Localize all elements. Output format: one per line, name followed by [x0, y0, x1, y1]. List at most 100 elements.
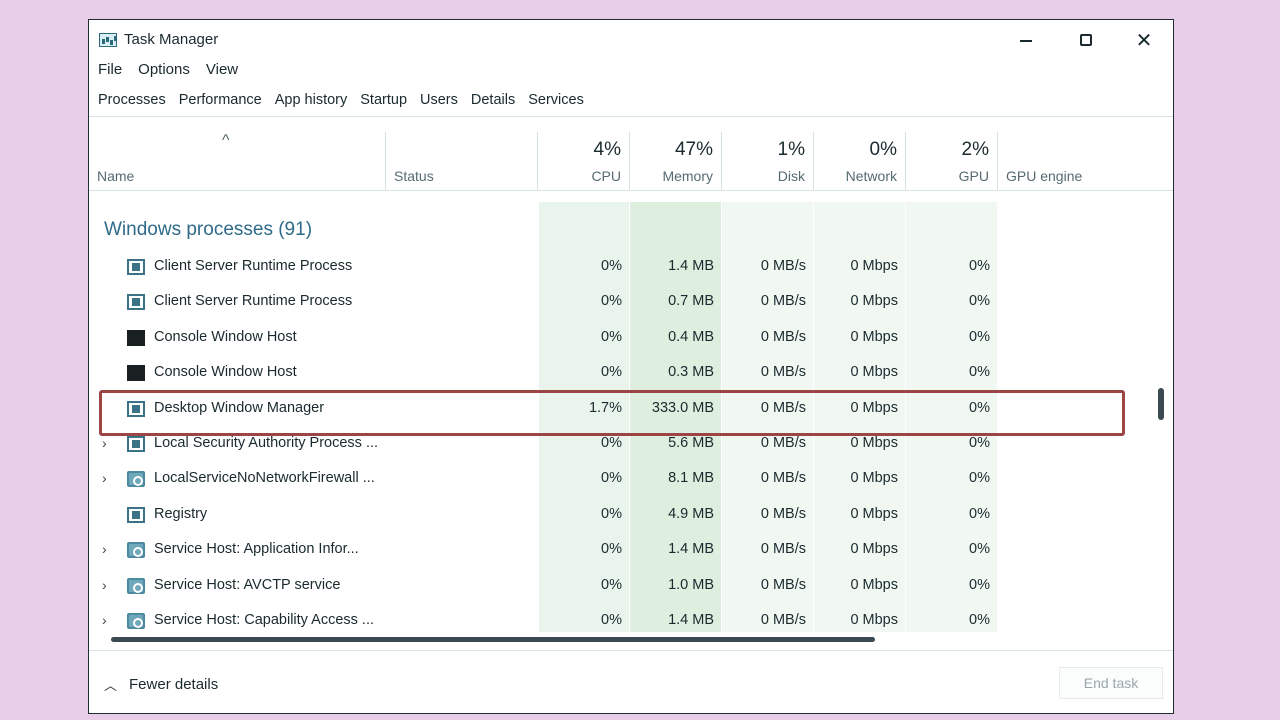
process-gpu: 0%	[969, 576, 990, 593]
menu-options[interactable]: Options	[138, 61, 190, 78]
process-row[interactable]: Console Window Host 0% 0.4 MB 0 MB/s 0 Mbps 0…	[89, 321, 1151, 356]
column-header-gpu-engine[interactable]: GPU engine	[998, 132, 1151, 190]
header-divider	[89, 190, 1173, 191]
chevron-right-icon[interactable]: ›	[102, 611, 107, 628]
network-total-percent: 0%	[869, 139, 897, 160]
gpu-column-heat	[906, 202, 997, 632]
process-gpu: 0%	[969, 293, 990, 310]
process-row[interactable]: › LocalServiceNoNetworkFirewall ... 0% 8.1 …	[89, 462, 1151, 497]
process-disk: 0 MB/s	[760, 258, 806, 274]
column-label-disk: Disk	[777, 168, 805, 184]
chevron-right-icon[interactable]: ›	[102, 576, 107, 593]
column-header-cpu[interactable]: 4% CPU	[538, 132, 630, 190]
process-memory: 0.3 MB	[668, 364, 714, 381]
process-list: Client Server Runtime Process 0% 1.4 MB 0 M…	[89, 250, 1151, 639]
service-gear-icon	[127, 542, 145, 559]
process-memory: 4.9 MB	[668, 505, 714, 522]
process-cpu: 1.7%	[588, 399, 622, 416]
menu-view[interactable]: View	[205, 61, 239, 78]
process-network: 0 Mbps	[850, 328, 898, 345]
process-memory: 1.0 MB	[668, 576, 714, 593]
process-memory: 1.4 MB	[668, 611, 714, 628]
column-header-gpu[interactable]: 2% GPU	[906, 132, 998, 190]
process-row[interactable]: › Service Host: Capability Access ... 0% 1.…	[89, 604, 1151, 639]
tab-processes[interactable]: Processes	[98, 92, 166, 108]
fewer-details-button[interactable]: ︿ Fewer details	[104, 675, 218, 694]
process-row[interactable]: › Service Host: Application Infor... 0% 1.4…	[89, 533, 1151, 568]
process-name: Local Security Authority Process ...	[154, 434, 379, 451]
process-gpu: 0%	[969, 399, 990, 416]
memory-total-percent: 47%	[674, 139, 713, 160]
process-disk: 0 MB/s	[760, 434, 806, 451]
tab-users[interactable]: Users	[420, 92, 458, 108]
process-gpu: 0%	[969, 364, 990, 381]
process-disk: 0 MB/s	[760, 611, 806, 628]
process-network: 0 Mbps	[850, 541, 898, 558]
column-header-status[interactable]: Status	[386, 132, 538, 190]
process-row[interactable]: › Local Security Authority Process ... 0% 5…	[89, 427, 1151, 462]
app-window-icon	[127, 400, 145, 417]
console-icon	[127, 329, 145, 346]
chevron-right-icon[interactable]: ›	[102, 470, 107, 487]
maximize-button[interactable]	[1063, 24, 1109, 56]
horizontal-scroll-thumb[interactable]	[111, 637, 875, 642]
column-header-disk[interactable]: 1% Disk	[722, 132, 814, 190]
chevron-right-icon[interactable]: ›	[102, 541, 107, 558]
tab-app-history[interactable]: App history	[274, 92, 348, 108]
process-memory: 1.4 MB	[668, 541, 714, 558]
process-row[interactable]: Desktop Window Manager 1.7% 333.0 MB 0 MB/s…	[89, 392, 1151, 427]
column-header-row: ^ Name Status 4% CPU 47% Memory 1% Disk …	[89, 132, 1173, 190]
process-row[interactable]: Registry 0% 4.9 MB 0 MB/s 0 Mbps 0%	[89, 498, 1151, 533]
process-gpu: 0%	[969, 434, 990, 451]
process-cpu: 0%	[601, 258, 622, 274]
process-network: 0 Mbps	[850, 364, 898, 381]
disk-total-percent: 1%	[777, 139, 805, 160]
maximize-icon	[1080, 34, 1092, 46]
group-header-windows-processes[interactable]: Windows processes (91)	[104, 219, 313, 240]
process-memory: 0.4 MB	[668, 328, 714, 345]
process-cpu: 0%	[601, 611, 622, 628]
tab-services[interactable]: Services	[528, 92, 584, 108]
fewer-details-label: Fewer details	[129, 676, 219, 693]
process-network: 0 Mbps	[850, 611, 898, 628]
chevron-right-icon[interactable]: ›	[102, 434, 107, 451]
process-name: LocalServiceNoNetworkFirewall ...	[154, 470, 375, 487]
chevron-up-icon: ︿	[104, 678, 118, 693]
column-label-name: Name	[97, 168, 135, 184]
task-manager-icon	[99, 33, 117, 47]
process-cpu: 0%	[601, 541, 622, 558]
tab-performance[interactable]: Performance	[178, 92, 262, 108]
process-cpu: 0%	[601, 576, 622, 593]
process-gpu: 0%	[969, 541, 990, 558]
process-memory: 8.1 MB	[668, 470, 714, 487]
horizontal-scrollbar[interactable]	[89, 632, 1151, 648]
vertical-scroll-thumb[interactable]	[1158, 388, 1164, 420]
minimize-button[interactable]	[1003, 24, 1049, 56]
end-task-button[interactable]: End task	[1059, 667, 1163, 699]
column-label-network: Network	[845, 168, 897, 184]
process-name: Client Server Runtime Process	[154, 258, 353, 274]
process-name: Client Server Runtime Process	[154, 293, 353, 310]
process-row[interactable]: › Service Host: AVCTP service 0% 1.0 MB 0 MB…	[89, 569, 1151, 604]
app-window-icon	[127, 435, 145, 452]
tab-details[interactable]: Details	[470, 92, 516, 108]
process-row[interactable]: Client Server Runtime Process 0% 0.7 MB 0 M…	[89, 285, 1151, 320]
column-header-network[interactable]: 0% Network	[814, 132, 906, 190]
close-icon: ✕	[1135, 29, 1153, 52]
process-row[interactable]: Console Window Host 0% 0.3 MB 0 MB/s 0 Mbps 0…	[89, 356, 1151, 391]
title-bar[interactable]: Task Manager ✕	[89, 20, 1173, 58]
column-label-cpu: CPU	[591, 168, 621, 184]
gpu-total-percent: 2%	[961, 139, 989, 160]
network-column-heat	[814, 202, 905, 632]
tab-startup[interactable]: Startup	[360, 92, 408, 108]
column-header-name[interactable]: ^ Name	[89, 132, 386, 190]
process-cpu: 0%	[601, 364, 622, 381]
process-disk: 0 MB/s	[760, 328, 806, 345]
process-row[interactable]: Client Server Runtime Process 0% 1.4 MB 0 M…	[89, 250, 1151, 285]
process-name: Service Host: Capability Access ...	[154, 611, 374, 628]
menu-file[interactable]: File	[98, 61, 123, 78]
close-button[interactable]: ✕	[1121, 24, 1167, 56]
column-header-memory[interactable]: 47% Memory	[630, 132, 722, 190]
vertical-scrollbar[interactable]	[1151, 192, 1173, 632]
memory-column-heat	[630, 202, 721, 632]
